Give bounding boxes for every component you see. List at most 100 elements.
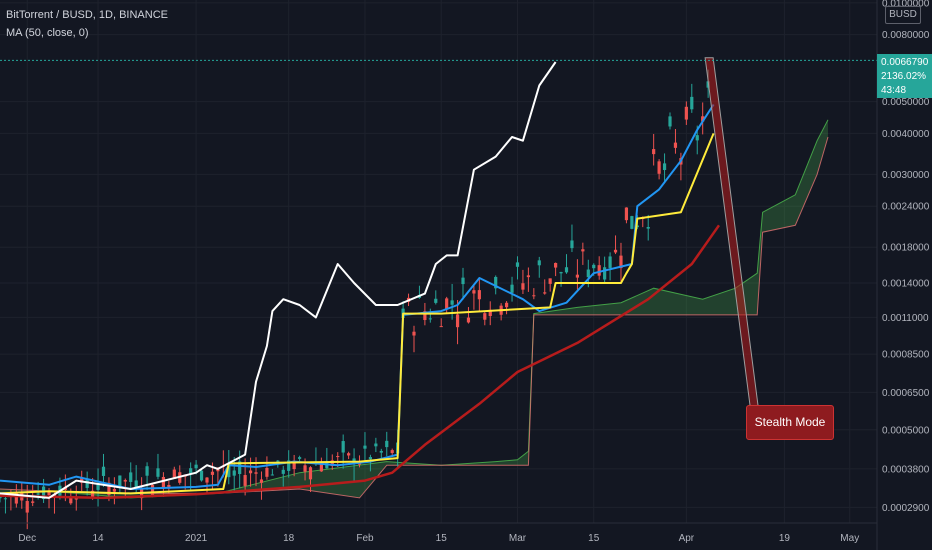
candle-body (36, 493, 40, 495)
candle-body (287, 460, 291, 471)
candle-body (526, 275, 530, 278)
price-tick-label: 0.0080000 (882, 30, 930, 41)
candle-body (172, 469, 176, 479)
indicator-legend[interactable]: MA (50, close, 0) (6, 27, 89, 39)
candle-body (439, 326, 443, 328)
candle-body (123, 480, 127, 482)
candle-body (483, 313, 487, 320)
candle-body (684, 106, 688, 120)
candle-body (281, 469, 285, 474)
candle-body (466, 317, 471, 323)
candle-body (455, 314, 460, 328)
candle-body (210, 471, 215, 475)
candle-body (134, 480, 138, 488)
currency-tag[interactable]: BUSD (885, 6, 921, 24)
candle-body (477, 290, 481, 300)
candle-body (450, 300, 454, 305)
candle-body (597, 265, 601, 276)
candle-body (129, 472, 133, 482)
candle-body (69, 496, 73, 504)
candle-body (581, 249, 585, 252)
candle-body (570, 240, 574, 249)
candle-body (652, 149, 656, 155)
symbol-title[interactable]: BitTorrent / BUSD, 1D, BINANCE (6, 9, 168, 21)
time-tick-label: Feb (356, 533, 374, 544)
candle-body (31, 501, 35, 503)
candle-body (199, 470, 204, 481)
candle-body (445, 298, 449, 309)
candle-body (145, 466, 149, 476)
candle-body (227, 465, 231, 478)
time-tick-label: 18 (283, 533, 295, 544)
candle-body (423, 311, 427, 321)
candle-body (341, 441, 345, 453)
candle-body (91, 490, 95, 498)
candle-body (96, 483, 100, 490)
candle-body (668, 116, 672, 127)
cloud-fill (0, 119, 828, 498)
candle-body (412, 331, 416, 336)
candle-body (254, 472, 258, 474)
candle-body (85, 479, 89, 488)
candle-body (150, 484, 155, 497)
candle-body (112, 488, 116, 492)
candle-body (161, 476, 166, 489)
candle-body (265, 467, 269, 477)
candle-body (564, 267, 569, 273)
candle-body (41, 486, 46, 500)
change-percent-label: 2136.02% (881, 71, 927, 82)
candle-body (385, 440, 389, 448)
projection-arrow (704, 57, 762, 431)
conversion-line (0, 103, 715, 490)
candle-body (428, 318, 432, 320)
candle-body (292, 460, 296, 470)
price-tick-label: 0.0008500 (882, 350, 930, 361)
candle-body (194, 464, 198, 469)
time-tick-label: Apr (679, 533, 695, 544)
indicator-lines (0, 61, 721, 500)
candle-body (47, 490, 51, 496)
candle-body (461, 277, 465, 285)
lagging-span (0, 61, 557, 499)
candle-body (347, 453, 351, 456)
time-tick-label: 2021 (185, 533, 208, 544)
candle-body (330, 460, 334, 466)
time-axis[interactable]: Dec 14 2021 18 Feb 15 Mar 15 Apr 19 May (18, 533, 859, 544)
candle-body (673, 142, 678, 148)
candle-body (390, 450, 394, 454)
candle-body (25, 501, 29, 513)
price-tick-label: 0.0011000 (882, 313, 929, 324)
price-axis[interactable]: 0.0100000 0.0080000 0.0050000 0.0040000 0.00… (882, 0, 930, 514)
candles (0, 69, 710, 530)
candle-body (336, 456, 340, 458)
candle-body (259, 479, 264, 483)
ma-50-line (0, 224, 721, 500)
candle-body (575, 274, 580, 278)
grid (0, 0, 877, 523)
candle-body (156, 468, 160, 477)
candle-body (434, 298, 438, 303)
time-tick-label: May (840, 533, 859, 544)
current-price-badge: 0.0066790 2136.02% 43:48 (877, 54, 932, 98)
candle-body (630, 216, 634, 229)
candle-body (690, 96, 694, 110)
price-tick-label: 0.0100000 (882, 0, 930, 9)
price-tick-label: 0.0006500 (882, 388, 930, 399)
candle-body (543, 292, 547, 294)
candle-body (504, 302, 509, 308)
price-tick-label: 0.0040000 (882, 129, 930, 140)
ichimoku-cloud (0, 119, 829, 499)
price-tick-label: 0.0024000 (882, 202, 930, 213)
time-tick-label: 14 (92, 533, 104, 544)
candle-body (624, 207, 629, 221)
candle-body (368, 457, 373, 460)
candle-body (107, 482, 111, 496)
candle-body (0, 496, 2, 499)
candle-body (619, 255, 623, 269)
candle-body (521, 283, 525, 290)
candle-body (363, 445, 367, 449)
candle-body (532, 295, 536, 297)
candle-body (510, 284, 514, 293)
price-tick-label: 0.0002900 (882, 503, 930, 514)
